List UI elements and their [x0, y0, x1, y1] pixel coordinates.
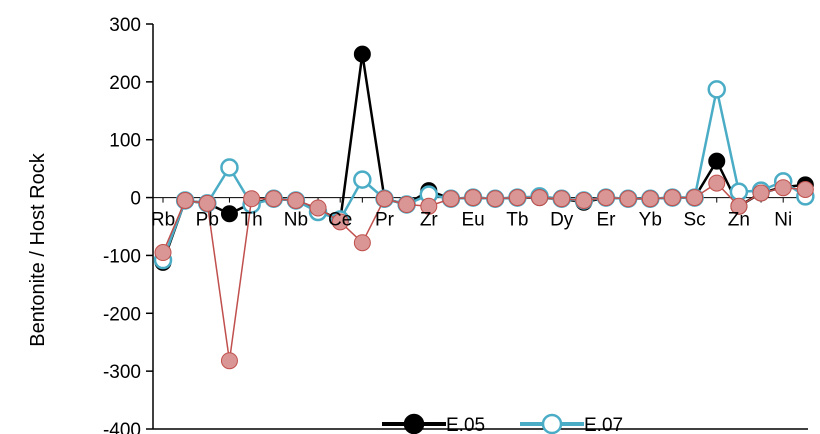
data-point: [575, 191, 593, 209]
data-point: [508, 189, 526, 207]
chart-legend: E.05 E.07: [382, 413, 623, 434]
data-point: [708, 152, 726, 170]
y-tick-label: -400: [103, 420, 141, 434]
data-point: [353, 170, 372, 189]
y-tick-label: -200: [103, 304, 141, 325]
x-tick-label: Yb: [639, 210, 662, 231]
x-tick-label: Rb: [151, 210, 175, 231]
x-tick-label: Er: [597, 210, 617, 231]
series-E.05: [154, 45, 814, 271]
chart-axes: 300 200 100 0 -100 -200 -300 -400: [103, 15, 808, 434]
x-tick-label: Ni: [774, 210, 792, 231]
data-point: [154, 244, 172, 262]
legend-item: E.05: [382, 413, 485, 434]
data-point: [353, 45, 371, 63]
legend-label: E.05: [446, 415, 485, 434]
data-point: [198, 194, 216, 212]
series-series-3: [154, 174, 814, 370]
data-point: [442, 190, 460, 208]
x-tick-label: Th: [241, 210, 263, 231]
x-tick-label: Tb: [506, 210, 528, 231]
legend-item: E.07: [520, 413, 623, 434]
data-point: [774, 179, 792, 197]
data-point: [176, 191, 194, 209]
x-tick-label: Eu: [461, 210, 484, 231]
data-point: [729, 182, 749, 202]
x-tick-label: Dy: [550, 210, 574, 231]
y-tick-label: 300: [109, 15, 141, 36]
y-tick-label: -100: [103, 246, 141, 267]
data-point: [265, 190, 283, 208]
data-point: [752, 184, 770, 202]
data-point: [686, 189, 704, 207]
data-point: [287, 191, 305, 209]
data-point: [796, 180, 814, 198]
data-point: [353, 234, 371, 252]
y-tick-label: -300: [103, 362, 141, 383]
data-point: [309, 199, 327, 217]
data-point: [619, 190, 637, 208]
data-point: [663, 189, 681, 207]
x-tick-label: Ce: [328, 210, 352, 231]
data-point: [220, 352, 238, 370]
data-point: [398, 196, 416, 214]
data-point: [597, 189, 615, 207]
data-point: [730, 197, 748, 215]
data-point: [243, 190, 261, 208]
x-tick-label: Zr: [420, 210, 439, 231]
x-tick-labels: Rb Pb Th Nb Ce Pr Zr Eu Tb Dy Er Yb Sc Zn Ni: [151, 210, 792, 231]
y-tick-label: 100: [109, 131, 141, 152]
legend-swatch-marker: [541, 413, 563, 434]
chart-series: [153, 45, 815, 370]
data-point: [553, 190, 571, 208]
data-point: [220, 205, 238, 223]
series-E.07: [153, 80, 815, 270]
x-tick-label: Zn: [728, 210, 750, 231]
data-point: [376, 190, 393, 208]
x-tick-label: Sc: [684, 210, 706, 231]
data-point: [220, 158, 239, 177]
data-point: [331, 213, 349, 231]
data-point: [531, 189, 549, 207]
data-point: [707, 80, 726, 99]
y-axis-title: Bentonite / Host Rock: [27, 152, 49, 346]
legend-swatch-marker: [403, 413, 425, 434]
x-tick-label: Pb: [196, 210, 219, 231]
data-point: [641, 190, 659, 208]
x-tick-label: Nb: [284, 210, 308, 231]
data-point: [486, 190, 504, 208]
x-tick-label: Pr: [375, 210, 395, 231]
data-point: [420, 197, 438, 215]
y-tick-label: 0: [130, 189, 141, 210]
y-tick-label: 200: [109, 73, 141, 94]
legend-label: E.07: [584, 415, 623, 434]
data-point: [708, 174, 726, 192]
data-point: [464, 189, 482, 207]
